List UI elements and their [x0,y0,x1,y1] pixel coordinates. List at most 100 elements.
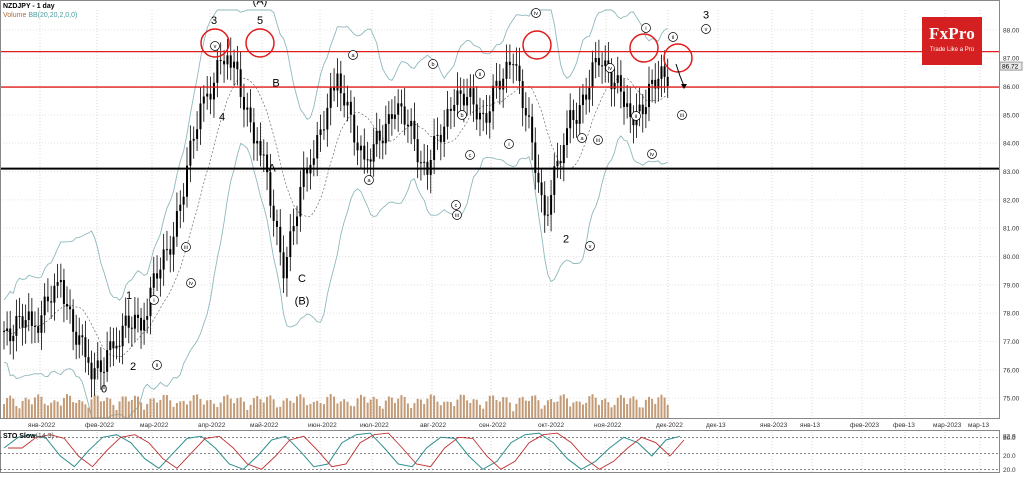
circled-label [181,242,191,252]
sto-tick-label: 20.0 [1003,453,1016,460]
candle-body [353,114,356,143]
candle-body [212,82,215,100]
candle-body [663,66,666,77]
candle-body [199,103,202,130]
volume-bar [143,409,146,418]
candle-body [121,325,124,347]
volume-bar [413,403,416,418]
candle-body [346,101,349,106]
candle-body [569,110,572,129]
volume-bar [140,402,143,418]
volume-bar [12,398,15,418]
candle-body [282,252,285,279]
candle-body [112,341,115,349]
candle-body [638,104,641,112]
candle-body [9,328,12,342]
candle-body [527,115,530,117]
candle-body [359,145,362,151]
circled-label-text: a [351,53,355,59]
volume-bar [363,396,366,418]
volume-bar [604,398,607,418]
candle-body [285,256,288,279]
volume-bar [266,396,269,418]
candle-body [443,126,446,142]
volume-bar [459,394,462,418]
candle-body [495,80,498,86]
volume-bar [136,396,139,418]
volume-bar [112,404,115,418]
candle-body [604,60,607,66]
volume-bar [169,400,172,418]
volume-bar [569,406,572,418]
x-tick-label: мар-2023 [933,422,962,429]
wave-annotations: 012345(A)BAC(B)23iiiiiiivvaabbcciiiiviii… [101,0,711,396]
volume-bar [196,394,199,418]
y-tick-label: 79.00 [1003,282,1020,289]
x-tick-label: сен-2022 [479,422,506,429]
x-tick-label: июл-2022 [360,422,389,429]
candle-body [72,309,75,332]
volume-bar [375,399,378,418]
volume-bar [663,397,666,418]
candle-body [106,350,109,372]
wave-label: B [272,78,279,90]
volume-bar [446,401,449,418]
candle-body [390,114,393,119]
circled-label [647,149,657,159]
candle-body [626,103,629,107]
candle-body [40,315,43,333]
candle-body [75,331,78,345]
volume-bar [159,399,162,418]
volume-bar [581,404,584,418]
fxpro-logo: FxPro Trade Like a Pro [922,17,982,65]
volume-bar [78,399,81,418]
candle-body [381,140,384,144]
volume-bar [515,403,518,418]
candle-body [316,135,319,159]
volume-bar [343,399,346,418]
candle-body [572,110,575,120]
volume-bar [443,401,446,418]
candle-body [275,220,278,227]
volume-bar [289,400,292,418]
candle-body [416,139,419,163]
candle-body [130,327,133,329]
volume-bar [146,403,149,418]
volume-bar [209,399,212,418]
y-tick-label: 85.00 [1003,112,1020,119]
volume-bar [654,403,657,418]
candle-body [15,315,18,336]
candle-body [239,69,242,97]
candle-body [306,169,309,174]
candle-body [410,120,413,127]
candle-body [206,93,209,97]
candle-body [429,159,432,175]
y-tick-label: 86.00 [1003,84,1020,91]
candle-body [30,311,33,326]
x-tick-label: янв-13 [800,422,820,429]
candle-body [272,205,275,221]
x-tick-label: фев-2022 [85,422,114,429]
wave-label: 4 [219,112,225,124]
wave-label: 3 [211,15,217,27]
wave-label: (A) [253,0,268,7]
main-frame [0,0,1000,419]
candle-body [140,317,143,331]
candle-body [269,172,272,206]
volume-bar [378,406,381,418]
volume-bar [553,402,556,418]
wave-label: A [268,163,276,175]
circled-label [577,133,587,143]
candle-body [459,90,462,94]
candle-body [156,273,159,279]
x-tick-label: мар-2022 [140,422,169,429]
volume-bar [72,402,75,418]
volume-bar [272,399,275,418]
volume-bar [644,399,647,418]
circled-label [701,24,711,34]
sto-signal-line [8,432,685,470]
candle-body [644,107,647,115]
candle-body [21,316,24,328]
volume-bar [165,395,168,418]
